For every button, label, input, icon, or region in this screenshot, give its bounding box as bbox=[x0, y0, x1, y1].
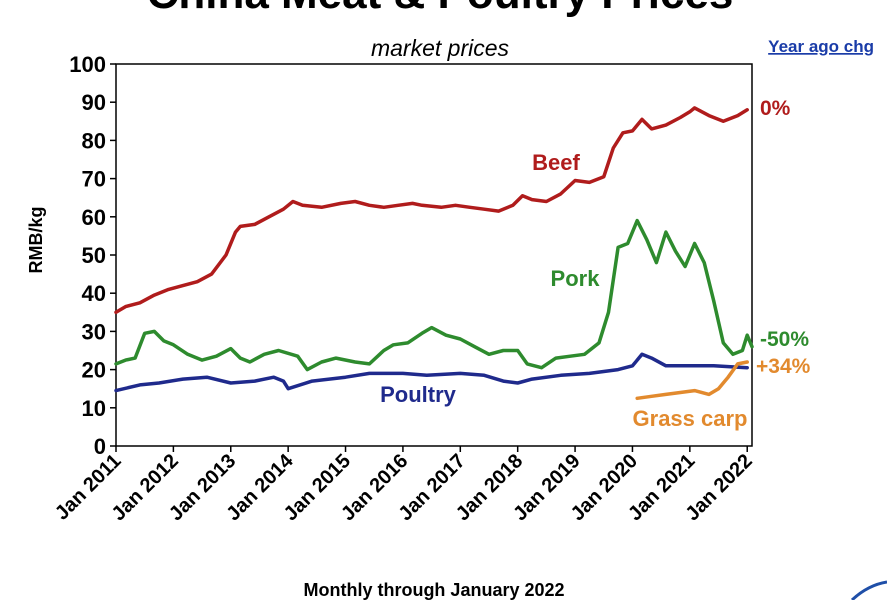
series-label-poultry: Poultry bbox=[380, 382, 457, 407]
year-ago-change-header[interactable]: Year ago chg bbox=[768, 37, 874, 56]
y-tick-label: 90 bbox=[82, 90, 106, 115]
y-tick-label: 20 bbox=[82, 358, 106, 383]
plot-area bbox=[115, 63, 753, 447]
corner-logo-arc bbox=[850, 580, 887, 600]
y-tick-label: 40 bbox=[82, 281, 106, 306]
series-line-pork bbox=[114, 218, 754, 372]
chart-title: China Meat & Poultry Prices bbox=[147, 0, 734, 18]
y-tick-label: 60 bbox=[82, 205, 106, 230]
series-label-grass-carp: Grass carp bbox=[633, 406, 748, 431]
y-tick-label: 100 bbox=[69, 52, 106, 77]
y-tick-label: 70 bbox=[82, 167, 106, 192]
y-axis-title: RMB/kg bbox=[26, 207, 46, 274]
y-tick-label: 0 bbox=[94, 434, 106, 459]
series-line-beef bbox=[114, 106, 749, 315]
y-tick-label: 50 bbox=[82, 243, 106, 268]
series-line-poultry bbox=[114, 352, 749, 393]
change-label-grass-carp: +34% bbox=[756, 355, 811, 378]
y-tick-label: 10 bbox=[82, 396, 106, 421]
series-label-beef: Beef bbox=[532, 150, 580, 175]
y-axis-ticks: 0 10 20 30 40 50 60 70 80 90 100 bbox=[69, 52, 116, 459]
series-label-pork: Pork bbox=[551, 266, 601, 291]
series-line-grass-carp bbox=[635, 360, 749, 401]
series-labels: Beef Pork Poultry Grass carp 0% -50% +34… bbox=[380, 97, 811, 431]
change-label-pork: -50% bbox=[760, 328, 809, 351]
y-tick-label: 80 bbox=[82, 128, 106, 153]
chart-subtitle: market prices bbox=[371, 35, 510, 61]
x-axis-title: Monthly through January 2022 bbox=[303, 580, 564, 600]
change-label-beef: 0% bbox=[760, 97, 791, 120]
series-lines bbox=[114, 106, 754, 401]
y-tick-label: 30 bbox=[82, 319, 106, 344]
